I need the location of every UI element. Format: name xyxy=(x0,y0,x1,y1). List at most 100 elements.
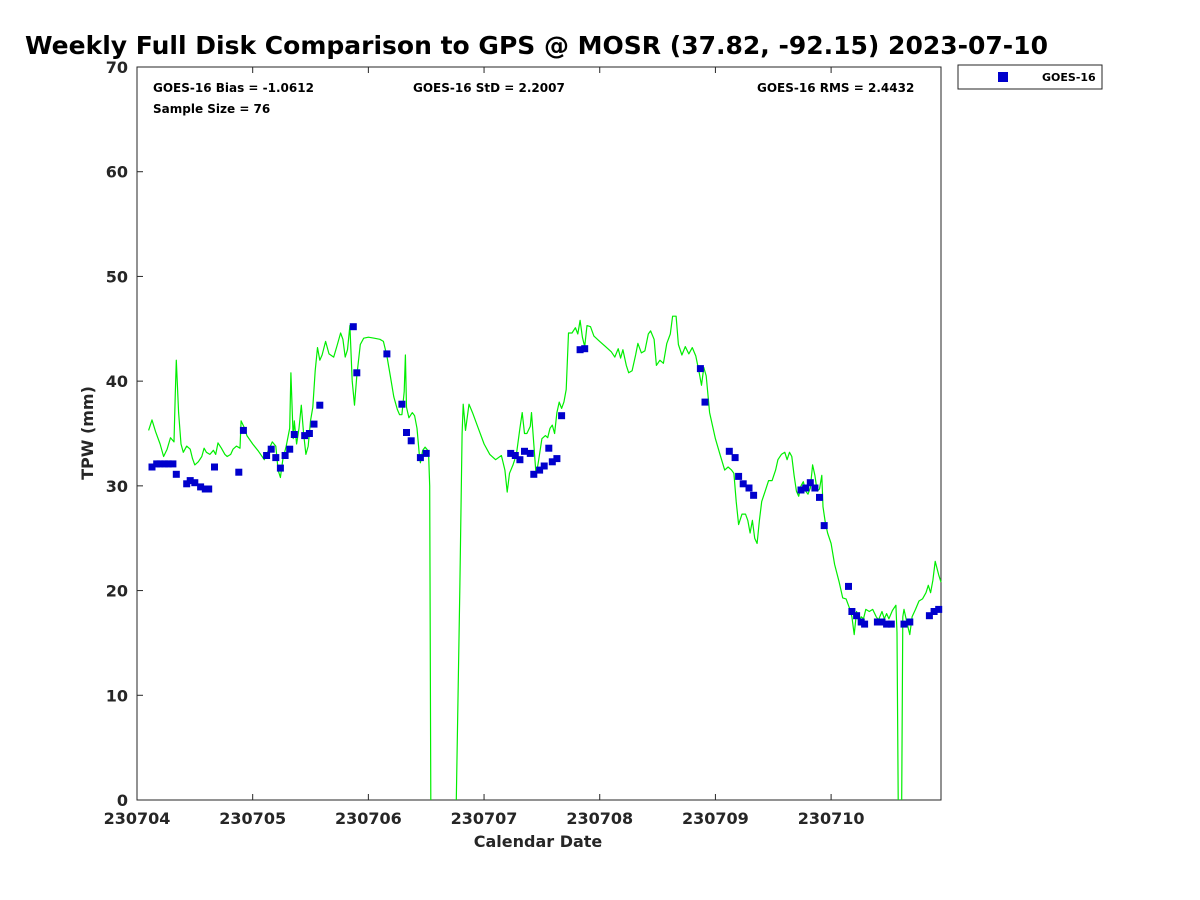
y-axis: 0 10 20 30 40 50 60 70 xyxy=(106,58,143,810)
goes-16-point xyxy=(906,618,914,626)
goes-16-point xyxy=(536,466,544,474)
goes-16-point xyxy=(197,483,205,491)
goes-16-point xyxy=(848,608,856,615)
chart-title: Weekly Full Disk Comparison to GPS @ MOS… xyxy=(25,31,1048,60)
goes-16-point xyxy=(416,454,424,462)
goes-16-point xyxy=(191,479,199,487)
goes-16-point xyxy=(853,612,861,620)
goes-16-point xyxy=(263,452,271,459)
y-tick-label: 60 xyxy=(106,163,128,182)
goes-16-point xyxy=(172,470,180,478)
goes-16-point xyxy=(511,452,519,459)
goes-16-series xyxy=(148,323,943,628)
rms-stat: GOES-16 RMS = 2.4432 xyxy=(757,81,914,95)
goes-16-point xyxy=(353,369,361,377)
goes-16-point xyxy=(301,432,309,440)
x-tick-label: 230709 xyxy=(682,809,749,828)
goes-16-point xyxy=(701,398,709,406)
y-tick-label: 30 xyxy=(106,477,128,496)
bias-stat: GOES-16 Bias = -1.0612 xyxy=(153,81,314,95)
goes-16-point xyxy=(739,480,747,488)
goes-16-point xyxy=(925,612,933,620)
goes-16-point xyxy=(802,484,810,492)
goes-16-point xyxy=(383,350,391,358)
goes-16-point xyxy=(820,522,828,530)
axes-frame xyxy=(136,66,942,801)
y-tick-label: 70 xyxy=(106,58,128,77)
goes-16-point xyxy=(731,454,739,462)
goes-16-point xyxy=(272,454,280,462)
goes-16-point xyxy=(816,493,823,501)
goes-16-point xyxy=(516,456,524,464)
y-tick-label: 0 xyxy=(117,791,128,810)
goes-16-point xyxy=(883,620,891,628)
goes-16-point xyxy=(545,444,553,452)
goes-16-point xyxy=(540,462,548,470)
sample-size-stat: Sample Size = 76 xyxy=(153,102,270,116)
goes-16-point xyxy=(281,452,289,459)
goes-16-point xyxy=(235,468,243,476)
goes-16-point xyxy=(403,429,410,436)
goes-16-point xyxy=(887,620,895,628)
goes-16-point xyxy=(310,420,318,428)
goes-16-point xyxy=(422,449,430,457)
goes-16-point xyxy=(553,455,561,463)
goes-16-point xyxy=(205,485,213,493)
goes-16-point xyxy=(581,345,589,353)
goes-16-point xyxy=(507,449,515,457)
goes-16-point xyxy=(526,449,534,457)
legend-marker-goes-16 xyxy=(998,72,1008,82)
legend: GOES-16 xyxy=(957,64,1103,90)
goes-16-point xyxy=(873,618,881,626)
std-stat: GOES-16 StD = 2.2007 xyxy=(413,81,565,95)
goes-16-point xyxy=(930,608,938,615)
gps-line-segment xyxy=(901,560,942,801)
y-tick-label: 50 xyxy=(106,267,128,286)
goes-16-point xyxy=(576,346,584,354)
goes-16-point xyxy=(164,460,172,468)
goes-16-point xyxy=(878,618,886,626)
y-tick-label: 40 xyxy=(106,372,128,391)
legend-label-goes-16: GOES-16 xyxy=(1042,71,1096,84)
goes-16-point xyxy=(316,401,324,409)
goes-16-point xyxy=(725,447,733,455)
y-tick-label: 10 xyxy=(106,686,128,705)
gps-series xyxy=(148,315,942,801)
goes-16-point xyxy=(211,463,218,471)
x-tick-label: 230706 xyxy=(335,809,402,828)
goes-16-point xyxy=(349,323,357,331)
x-tick-label: 230704 xyxy=(104,809,171,828)
goes-16-point xyxy=(239,426,247,434)
goes-16-point xyxy=(811,484,819,492)
goes-16-point xyxy=(286,445,294,453)
goes-16-point xyxy=(169,460,177,468)
x-tick-label: 230708 xyxy=(566,809,633,828)
goes-16-point xyxy=(806,479,814,487)
goes-16-point xyxy=(548,458,556,466)
goes-16-point xyxy=(530,470,538,478)
plot-area: 230704 230705 230706 230707 230708 230709 2307… xyxy=(104,58,943,828)
x-axis-label: Calendar Date xyxy=(474,832,603,851)
goes-16-point xyxy=(745,484,753,492)
goes-16-point xyxy=(735,472,743,480)
gps-line-segment xyxy=(148,325,432,801)
goes-16-point xyxy=(276,464,284,472)
goes-16-point xyxy=(407,437,415,445)
y-axis-label: TPW (mm) xyxy=(78,386,97,480)
goes-16-point xyxy=(861,620,869,628)
goes-16-point xyxy=(900,620,908,628)
goes-16-point xyxy=(696,365,704,373)
goes-16-point xyxy=(305,430,313,437)
legend-box xyxy=(957,64,1103,90)
x-axis: 230704 230705 230706 230707 230708 230709 2307… xyxy=(104,67,864,828)
goes-16-point xyxy=(558,412,566,420)
gps-line-segment xyxy=(455,315,899,801)
x-tick-label: 230707 xyxy=(451,809,518,828)
goes-16-point xyxy=(797,486,805,494)
goes-16-point xyxy=(267,445,275,453)
goes-16-point xyxy=(148,463,156,471)
goes-16-point xyxy=(398,400,406,408)
goes-16-point xyxy=(186,477,194,485)
goes-16-point xyxy=(290,431,298,438)
